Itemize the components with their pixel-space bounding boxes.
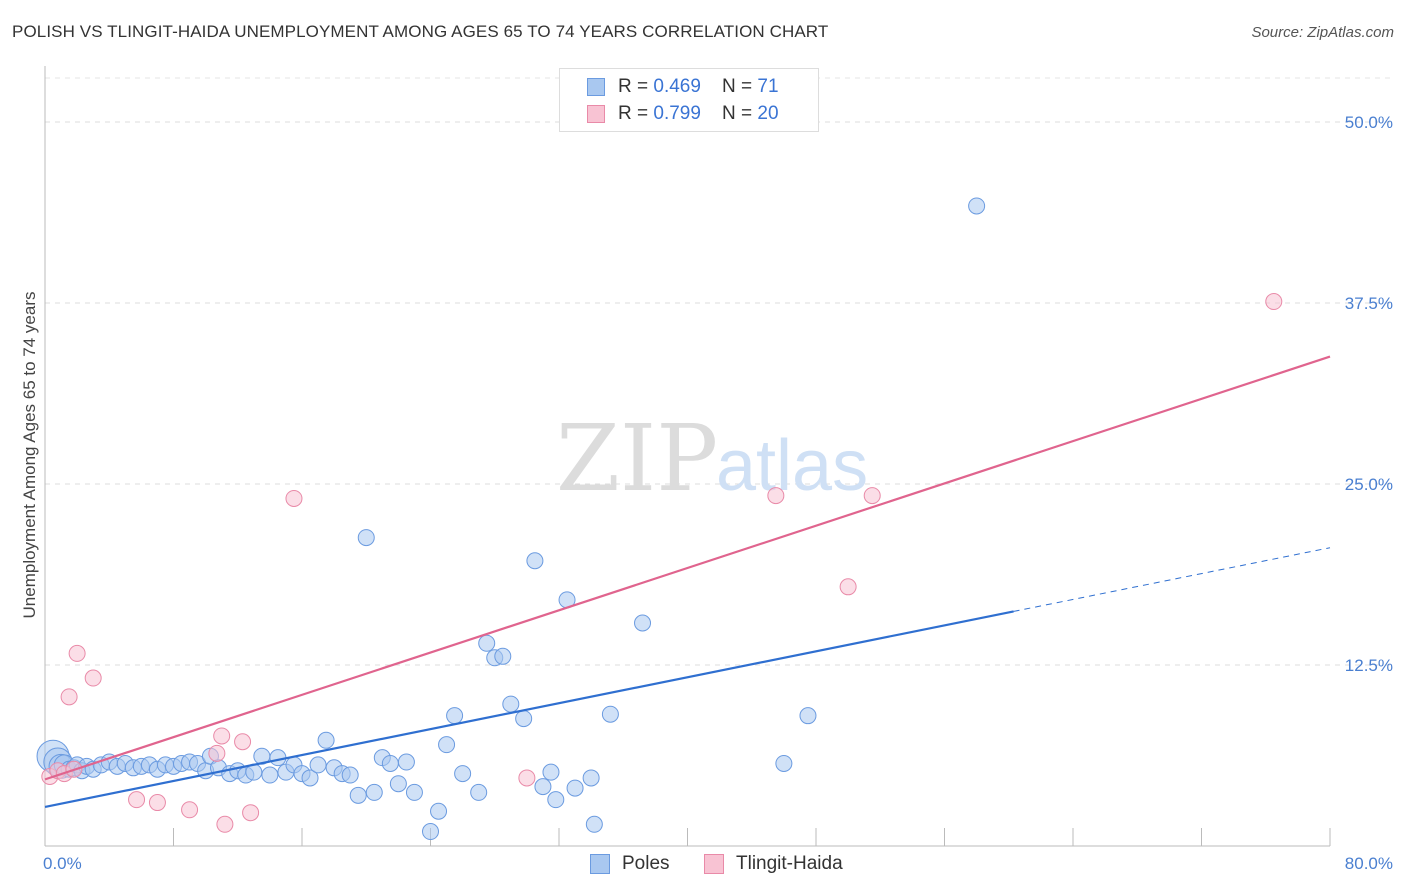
legend-label-tlingit: Tlingit-Haida <box>736 853 843 874</box>
data-points <box>36 197 1283 841</box>
point-poles <box>446 707 464 725</box>
legend-n-label: N = <box>722 103 758 124</box>
point-poles <box>422 823 439 841</box>
legend-n-value: 71 <box>757 76 779 97</box>
series-legend: Poles Tlingit-Haida <box>0 852 1406 878</box>
y-tick-label: 12.5% <box>1345 656 1393 675</box>
point-poles <box>582 769 600 787</box>
point-tlingit <box>60 688 78 706</box>
point-poles <box>381 754 399 772</box>
point-tlingit <box>68 644 86 662</box>
point-tlingit <box>234 733 252 751</box>
point-tlingit <box>242 804 260 822</box>
trend-line-poles <box>44 610 1014 808</box>
trend-line-tlingit <box>44 355 1331 781</box>
x-tick-label: 80.0% <box>1345 854 1393 873</box>
point-poles <box>365 783 383 801</box>
point-tlingit <box>839 578 857 596</box>
legend-swatch-poles <box>587 78 605 96</box>
point-poles <box>309 756 327 774</box>
point-poles <box>515 710 533 728</box>
point-poles <box>547 791 565 809</box>
point-poles <box>349 786 367 804</box>
point-poles <box>775 754 793 772</box>
point-poles <box>526 552 544 570</box>
trend-line-poles-extension <box>1013 547 1331 612</box>
tick-labels: 12.5% 25.0% 37.5% 50.0% 0.0% 80.0% <box>43 113 1393 873</box>
legend-swatch-tlingit <box>704 854 724 874</box>
legend-swatch-poles <box>590 854 610 874</box>
point-tlingit <box>767 487 785 505</box>
point-poles <box>454 765 472 783</box>
point-tlingit <box>84 669 102 687</box>
point-poles <box>494 647 512 665</box>
point-tlingit <box>285 489 303 507</box>
point-tlingit <box>213 727 231 745</box>
watermark: ZIP atlas <box>556 405 868 512</box>
trend-lines <box>44 355 1331 808</box>
point-poles <box>799 707 817 725</box>
point-tlingit <box>1265 293 1283 311</box>
point-poles <box>634 614 652 632</box>
point-poles <box>405 783 423 801</box>
point-tlingit <box>216 815 234 833</box>
point-poles <box>502 695 520 713</box>
legend-r-label: R = <box>618 76 654 97</box>
point-poles <box>438 736 456 754</box>
x-tick-label: 0.0% <box>43 854 82 873</box>
y-tick-label: 25.0% <box>1345 475 1393 494</box>
legend-label-poles: Poles <box>622 853 670 874</box>
point-poles <box>301 769 319 787</box>
y-tick-label: 50.0% <box>1345 113 1393 132</box>
legend-r-value: 0.799 <box>653 103 701 124</box>
point-tlingit <box>148 794 166 812</box>
legend-r-value: 0.469 <box>653 76 701 97</box>
point-tlingit <box>208 744 226 762</box>
point-poles <box>261 766 279 784</box>
point-poles <box>357 529 375 547</box>
point-tlingit <box>128 791 146 809</box>
source-label: Source: ZipAtlas.com <box>1251 24 1394 41</box>
legend-n-value: 20 <box>757 103 779 124</box>
point-poles <box>968 197 986 215</box>
point-poles <box>585 815 603 833</box>
y-tick-label: 37.5% <box>1345 294 1393 313</box>
watermark-zip: ZIP <box>556 405 718 512</box>
point-poles <box>389 775 407 793</box>
axes <box>44 66 1331 847</box>
point-poles <box>317 731 335 749</box>
legend-n-label: N = <box>722 76 758 97</box>
point-poles <box>341 766 359 784</box>
point-poles <box>534 778 552 796</box>
point-poles <box>430 802 448 820</box>
point-poles <box>470 783 488 801</box>
point-tlingit <box>518 769 536 787</box>
point-poles <box>601 705 619 723</box>
legend-r-label: R = <box>618 103 654 124</box>
grid <box>45 77 1392 666</box>
point-tlingit <box>181 801 199 819</box>
point-poles <box>566 779 584 797</box>
legend-swatch-tlingit <box>587 105 605 123</box>
chart-title: POLISH VS TLINGIT-HAIDA UNEMPLOYMENT AMO… <box>12 22 829 41</box>
point-tlingit <box>863 487 881 505</box>
legend-stats: R = 0.469 N = 71 R = 0.799 N = 20 <box>559 68 819 132</box>
point-poles <box>542 763 560 781</box>
watermark-atlas: atlas <box>716 426 868 506</box>
point-poles <box>478 634 496 652</box>
point-poles <box>397 753 415 771</box>
